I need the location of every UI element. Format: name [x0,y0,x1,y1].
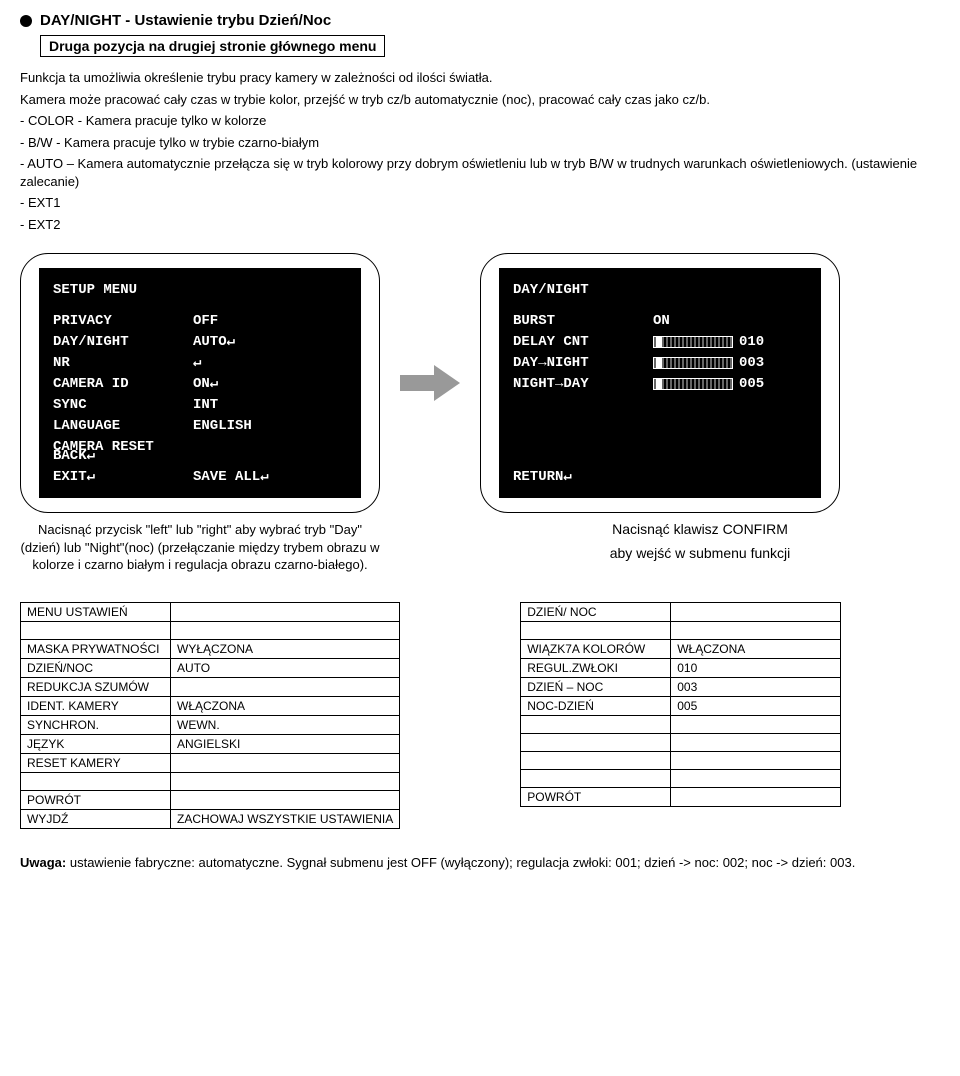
option-bw: - B/W - Kamera pracuje tylko w trybie cz… [20,134,940,152]
lcd-menu-row: DAY→NIGHT003 [513,353,807,374]
table-row: WIĄZK7A KOLORÓWWŁĄCZONA [521,640,841,659]
lcd-footer-row: EXIT↵SAVE ALL↵ [53,467,347,488]
table-header-row: DZIEŃ/ NOC [521,603,841,622]
page-heading-row: DAY/NIGHT - Ustawienie trybu Dzień/Noc [20,12,940,29]
table-gap [21,773,400,791]
lcd-right-panel: DAY/NIGHT BURSTONDELAY CNT010DAY→NIGHT003… [480,253,840,513]
lcd-menu-row: CAMERA IDON↵ [53,374,347,395]
caption-right-line2: aby wejść w submenu funkcji [520,545,880,561]
arrow-right-icon [400,363,460,403]
bullet-icon [20,15,32,27]
table-row: REGUL.ZWŁOKI010 [521,659,841,678]
table-row: SYNCHRON.WEWN. [21,716,400,735]
slider-icon [653,378,733,390]
lcd-menu-row: DELAY CNT010 [513,332,807,353]
lcd-menu-row: NR↵ [53,353,347,374]
paragraph-2: Kamera może pracować cały czas w trybie … [20,91,940,109]
table-footer-row: WYJDŹZACHOWAJ WSZYSTKIE USTAWIENIA [21,810,400,829]
table-gap [521,622,841,640]
table-row: MASKA PRYWATNOŚCIWYŁĄCZONA [21,640,400,659]
slider-icon [653,336,733,348]
table-row: DZIEŃ – NOC003 [521,678,841,697]
lcd-footer-row: BACK↵ [53,446,347,467]
option-color: - COLOR - Kamera pracuje tylko w kolorze [20,112,940,130]
caption-right-line1: Nacisnąć klawisz CONFIRM [520,521,880,537]
tables-row: MENU USTAWIEŃMASKA PRYWATNOŚCIWYŁĄCZONAD… [20,602,940,829]
footer-note: Uwaga: ustawienie fabryczne: automatyczn… [20,853,940,874]
lcd-menu-row: BURSTON [513,311,807,332]
table-row [521,716,841,734]
lcd-menu-row: DAY/NIGHTAUTO↵ [53,332,347,353]
lcd-menu-row: SYNCINT [53,395,347,416]
lcd-footer-row: RETURN↵ [513,467,807,488]
table-right: DZIEŃ/ NOC WIĄZK7A KOLORÓWWŁĄCZONAREGUL.Z… [520,602,841,807]
table-gap [21,622,400,640]
option-ext2: - EXT2 [20,216,940,234]
table-header-row: MENU USTAWIEŃ [21,603,400,622]
paragraph-1: Funkcja ta umożliwia określenie trybu pr… [20,69,940,87]
captions-row: Nacisnąć przycisk "left" lub "right" aby… [20,521,940,574]
table-row: JĘZYKANGIELSKI [21,735,400,754]
lcd-menu-row: NIGHT→DAY005 [513,374,807,395]
option-ext1: - EXT1 [20,194,940,212]
screenshots-row: SETUP MENU PRIVACYOFFDAY/NIGHTAUTO↵NR↵CAM… [20,253,940,513]
caption-right: Nacisnąć klawisz CONFIRM aby wejść w sub… [520,521,880,561]
table-left: MENU USTAWIEŃ MASKA PRYWATNOŚCIWYŁĄCZONAD… [20,602,400,829]
lcd-menu-row: LANGUAGEENGLISH [53,416,347,437]
lcd-title: DAY/NIGHT [513,280,807,301]
table-row: NOC-DZIEŃ005 [521,697,841,716]
slider-icon [653,357,733,369]
table-row: REDUKCJA SZUMÓW [21,678,400,697]
table-row: IDENT. KAMERYWŁĄCZONA [21,697,400,716]
subheading: Druga pozycja na drugiej stronie główneg… [40,35,385,57]
table-row: RESET KAMERY [21,754,400,773]
footer-note-text: ustawienie fabryczne: automatyczne. Sygn… [70,855,855,870]
lcd-left-panel: SETUP MENU PRIVACYOFFDAY/NIGHTAUTO↵NR↵CAM… [20,253,380,513]
lcd-title: SETUP MENU [53,280,347,301]
caption-left: Nacisnąć przycisk "left" lub "right" aby… [20,521,380,574]
table-footer-row: POWRÓT [521,788,841,807]
lcd-menu-row: PRIVACYOFF [53,311,347,332]
table-row [521,734,841,752]
page-heading: DAY/NIGHT - Ustawienie trybu Dzień/Noc [40,12,331,29]
table-row [521,752,841,770]
table-gap [521,770,841,788]
option-auto: - AUTO – Kamera automatycznie przełącza … [20,155,940,190]
table-footer-row: POWRÓT [21,791,400,810]
table-row: DZIEŃ/NOCAUTO [21,659,400,678]
